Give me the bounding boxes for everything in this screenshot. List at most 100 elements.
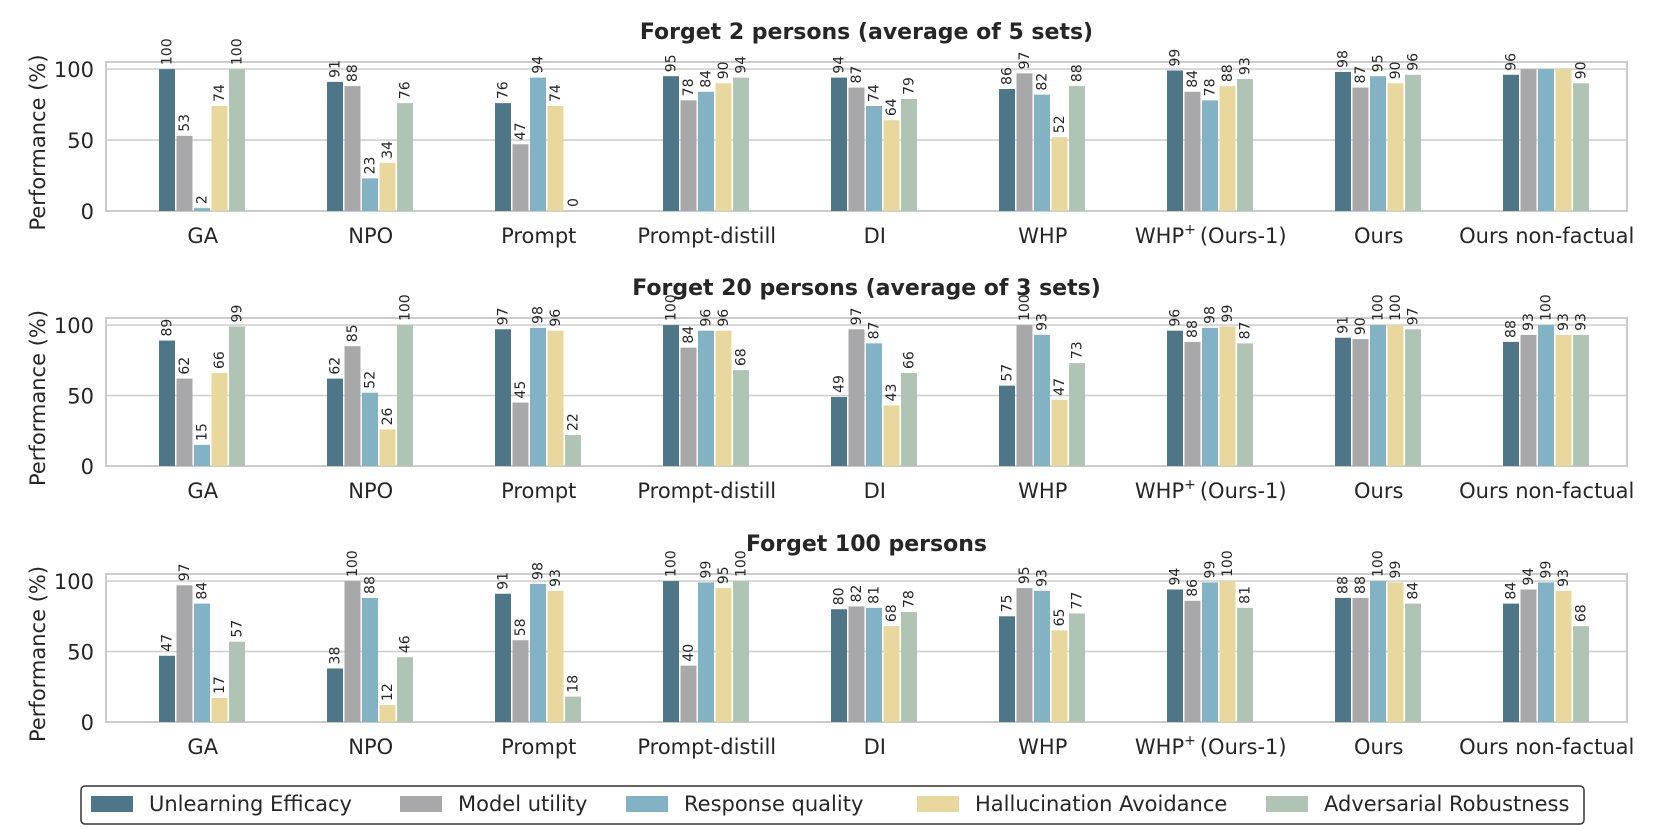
category-name: DI [864, 479, 886, 503]
bar [848, 329, 865, 466]
data-label: 81 [1238, 586, 1254, 604]
data-label: 91 [1336, 316, 1352, 334]
data-label: 58 [513, 618, 529, 636]
data-label: 74 [867, 84, 883, 102]
bar [1503, 341, 1519, 466]
bar [547, 105, 564, 211]
data-label: 87 [1353, 66, 1369, 84]
bar [176, 378, 193, 466]
bar [211, 372, 228, 466]
bar [512, 402, 529, 466]
bar [344, 581, 361, 722]
bar [1016, 73, 1033, 211]
data-label: 97 [1406, 307, 1422, 325]
bar [530, 327, 546, 466]
data-label: 93 [1574, 313, 1590, 331]
category-suffix: (Ours-1) [1200, 224, 1287, 248]
data-label: 88 [1220, 64, 1236, 82]
data-label: 95 [664, 54, 680, 72]
y-axis-label: Performance (%) [26, 310, 50, 486]
data-label: 95 [1371, 54, 1387, 72]
category-label: Prompt-distill [637, 479, 776, 503]
bar [1069, 363, 1085, 466]
bar [1555, 69, 1572, 211]
bar [397, 657, 413, 722]
data-label: 93 [1556, 313, 1572, 331]
category-suffix: (Ours-1) [1200, 735, 1287, 759]
bar [866, 105, 882, 211]
bar [379, 162, 396, 211]
category-name: DI [864, 224, 886, 248]
category-name: Prompt-distill [637, 735, 776, 759]
bar [1219, 581, 1236, 722]
category-label: GA [187, 479, 218, 503]
data-label: 100 [230, 38, 246, 65]
category-label: Prompt [501, 735, 576, 759]
bar [1237, 607, 1253, 722]
category-name: Ours non-factual [1459, 735, 1634, 759]
category-label: WHP [1018, 224, 1067, 248]
data-label: 74 [212, 84, 228, 102]
bar [1405, 603, 1421, 722]
bar [1237, 79, 1253, 212]
data-label: 93 [1556, 569, 1572, 587]
bar [1555, 590, 1572, 722]
data-label: 98 [1336, 50, 1352, 68]
data-label: 100 [398, 294, 414, 321]
bar [397, 103, 413, 211]
bar [1237, 343, 1253, 466]
bar [495, 329, 511, 466]
bar [1202, 582, 1218, 722]
data-label: 94 [1168, 568, 1184, 586]
category-name: Ours [1354, 224, 1403, 248]
data-label: 84 [699, 70, 715, 88]
y-tick-label: 50 [67, 129, 94, 153]
category-label: Prompt [501, 224, 576, 248]
y-tick-label: 50 [67, 641, 94, 665]
bar [362, 392, 378, 466]
bar [1387, 83, 1404, 211]
data-label: 93 [1238, 57, 1254, 75]
data-label: 68 [1574, 604, 1590, 622]
data-label: 65 [1052, 609, 1068, 627]
data-label: 100 [734, 550, 750, 577]
data-label: 93 [548, 569, 564, 587]
category-label: Ours [1354, 479, 1403, 503]
y-axis-label: Performance (%) [26, 54, 50, 230]
data-label: 84 [195, 582, 211, 600]
data-label: 87 [849, 66, 865, 84]
data-label: 84 [1406, 582, 1422, 600]
data-label: 88 [1070, 64, 1086, 82]
legend-item: Adversarial Robustness [1266, 792, 1569, 816]
data-label: 100 [1371, 550, 1387, 577]
data-label: 46 [398, 635, 414, 653]
bar [1051, 137, 1068, 211]
bar [211, 105, 228, 211]
data-label: 99 [1168, 49, 1184, 67]
data-label: 100 [1017, 294, 1033, 321]
category-label: GA [187, 735, 218, 759]
bar [512, 640, 529, 722]
data-label: 66 [212, 351, 228, 369]
data-label: 98 [531, 306, 547, 324]
bar [901, 612, 917, 722]
data-label: 15 [195, 423, 211, 441]
bar [1520, 334, 1537, 466]
data-label: 95 [1017, 566, 1033, 584]
y-tick-label: 0 [81, 711, 94, 735]
data-label: 43 [884, 384, 900, 402]
bar [1034, 334, 1050, 466]
data-label: 100 [664, 550, 680, 577]
legend-item: Hallucination Avoidance [917, 792, 1227, 816]
bar [159, 340, 175, 466]
data-label: 85 [345, 324, 361, 342]
bar [1387, 582, 1404, 722]
bar [1520, 589, 1537, 722]
bar [229, 69, 245, 211]
category-label: NPO [348, 479, 393, 503]
data-label: 78 [1203, 78, 1219, 96]
bar [211, 698, 228, 722]
chart-panel-1: 0 50 100 Forget 2 persons (average of 5 set… [26, 20, 1634, 248]
legend: Unlearning Efficacy Model utility Response… [80, 785, 1585, 825]
